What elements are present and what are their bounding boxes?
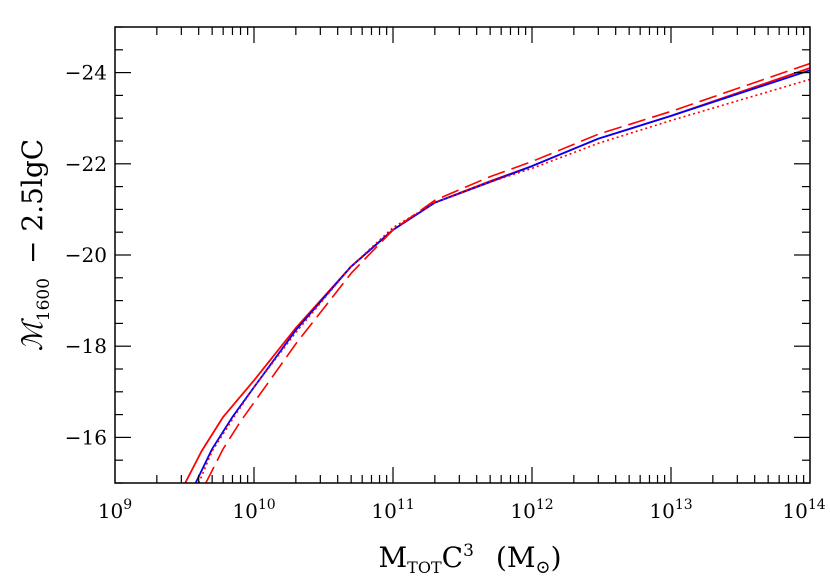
y-axis-title-main: ℳ (16, 317, 49, 351)
y-tick-label: −18 (65, 334, 107, 358)
x-axis-title: MTOTC3 (M⊙) (378, 541, 561, 578)
x-tick-label: 1012 (510, 497, 553, 523)
x-axis-title-sup: 3 (463, 541, 474, 561)
x-tick-label: 109 (98, 497, 132, 523)
x-tick-label: 1011 (371, 497, 414, 523)
y-tick-label: −24 (65, 61, 107, 85)
y-axis-title: ℳ1600 − 2.5lgC (16, 139, 54, 351)
y-tick-label: −20 (65, 243, 107, 267)
x-axis-title-sub: TOT (407, 558, 442, 577)
series-line-3-dotted (197, 78, 810, 483)
x-axis-title-main: M (378, 541, 407, 574)
x-axis-title-mid: C (442, 541, 463, 574)
x-axis-title-unit-close: ) (551, 541, 562, 574)
series-layer (184, 62, 810, 483)
x-axis-title-unit-sub: ⊙ (535, 557, 550, 578)
x-tick-label: 1013 (649, 497, 692, 523)
plot-frame (114, 26, 811, 484)
x-axis-title-unit-open: (M (496, 541, 536, 574)
y-axis-title-rest: − 2.5lgC (16, 139, 49, 264)
series-line-2-solid (194, 69, 810, 483)
series-line-4-dashed (205, 62, 810, 483)
x-tick-label: 1010 (232, 497, 275, 523)
x-tick-label: 1014 (782, 497, 825, 523)
y-tick-label: −22 (65, 152, 107, 176)
y-tick-label: −16 (65, 425, 107, 449)
series-line-1-solid (184, 67, 810, 483)
ticks-layer (115, 26, 810, 484)
y-axis-title-sub: 1600 (34, 278, 54, 321)
tick-labels: −16 −18 −20 −22 −24 109 1010 1011 1012 1013 1014 (65, 61, 826, 523)
